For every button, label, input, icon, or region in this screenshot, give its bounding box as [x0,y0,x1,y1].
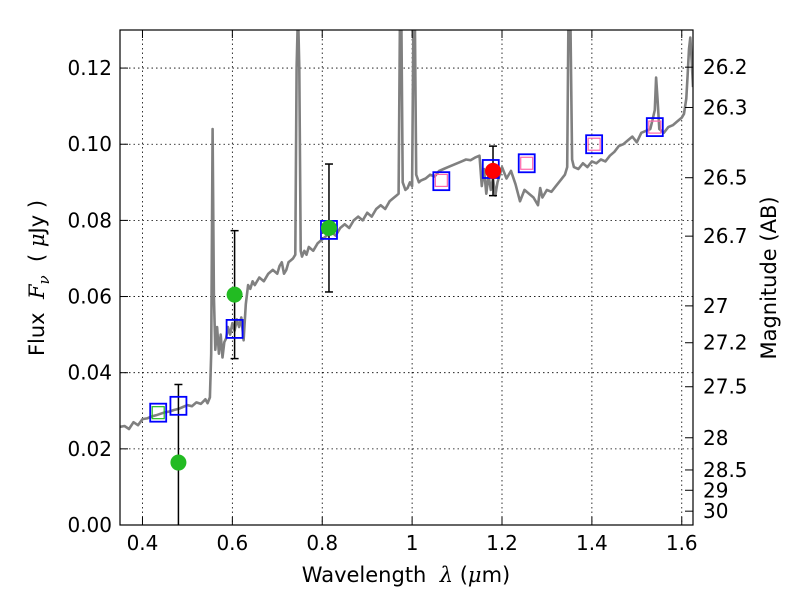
model-band-square [645,117,664,137]
mag-tick-label: 29 [703,478,728,502]
y-axis-F: F [25,283,49,300]
observed-band-square [520,156,534,170]
plot-frame [119,29,694,526]
observed-point [226,286,243,303]
observed-point [485,162,502,179]
mag-tick-label: 28 [703,426,728,450]
x-tick-label: 0.8 [306,531,338,555]
observed-point [320,220,337,236]
mag-tick-label: 27.2 [703,331,748,355]
y-axis-nu: ν [35,275,53,284]
y-tick-label: 0.04 [67,361,112,385]
axis-ticks [120,30,693,526]
x-tick-label: 0.6 [216,531,248,555]
y-tick-label: 0.08 [67,208,112,232]
y2-axis-label: Magnitude (AB) [757,196,781,359]
y-tick-label: 0.10 [67,132,112,156]
model-band-square [517,153,536,174]
mag-tick-label: 26.2 [703,55,748,79]
plot-area [120,30,693,525]
tick-labels: 0.4 0.6 0.8 1 1.2 1.4 1.6 0.00 0.02 0.04 0.06 0.08 0… [67,55,747,555]
x-tick-label: 1.6 [666,531,698,555]
model-band-square [169,395,188,416]
data-markers [149,117,664,471]
spectrum-line [120,30,693,431]
x-axis-mu: μ [468,563,482,587]
mag-tick-label: 26.7 [703,224,748,248]
x-tick-label: 1.2 [486,531,518,555]
x-tick-label: 0.4 [127,531,159,555]
mag-tick-label: 27 [703,294,728,318]
observed-band-square [648,120,662,134]
x-axis-lambda: λ [439,563,453,587]
model-band-square [225,319,244,339]
y-axis-mu: μ [25,233,49,247]
mag-tick-label: 27.5 [703,375,748,399]
observed-band-square [151,406,165,420]
mag-tick-label: 26.3 [703,95,748,119]
y-axis-label: Flux Fν ( μJy ) [25,200,53,356]
x-tick-label: 1.4 [576,531,608,555]
y-tick-label: 0.06 [67,285,112,309]
model-band-square [432,171,451,192]
x-axis-label: Wavelength λ (μm) [302,563,510,587]
observed-point [170,454,187,471]
model-band-square [585,134,604,155]
mag-tick-label: 28.5 [703,458,748,482]
observed-band-square [587,137,601,151]
model-band-square [149,402,168,423]
y-tick-label: 0.02 [67,437,112,461]
y-tick-label: 0.12 [67,56,112,80]
observed-band-square [434,173,448,188]
y-tick-label: 0.00 [67,513,112,537]
mag-tick-label: 30 [703,499,728,523]
x-tick-label: 1 [406,531,419,555]
error-bars [174,145,498,525]
mag-tick-label: 26.5 [703,166,748,190]
grid-lines [120,30,693,526]
